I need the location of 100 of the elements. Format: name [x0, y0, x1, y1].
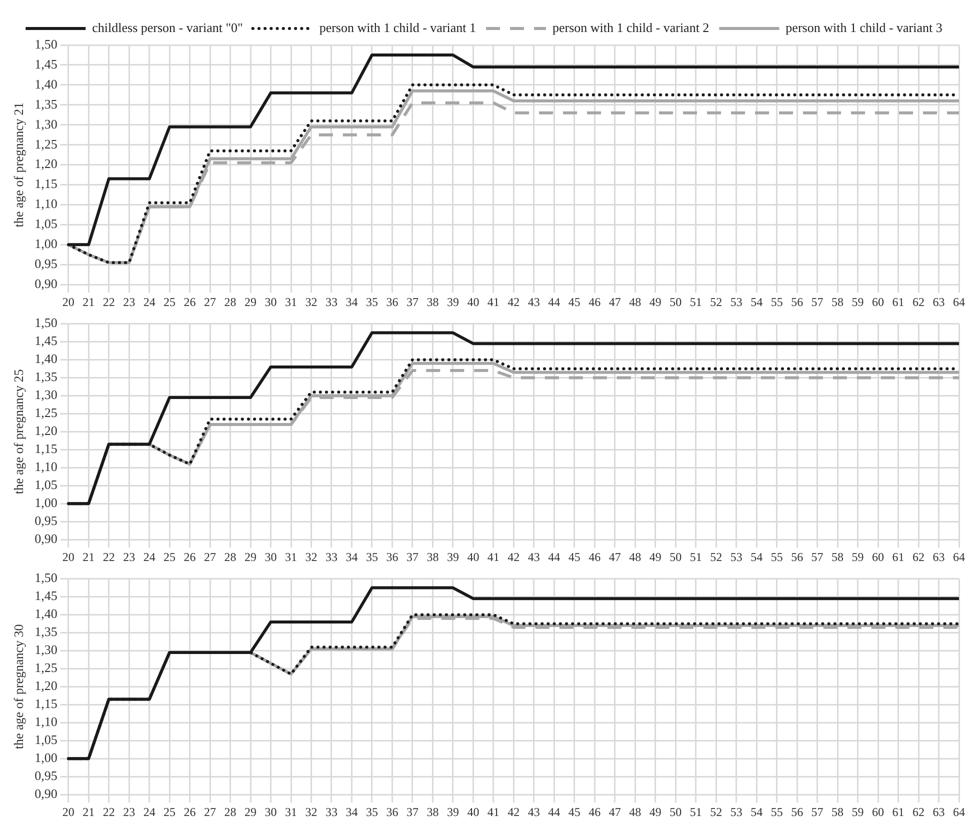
- x-tick-label: 62: [912, 294, 925, 309]
- x-tick-label: 25: [164, 294, 176, 309]
- y-tick-label: 1,05: [34, 477, 58, 492]
- y-tick-label: 1,30: [34, 116, 58, 132]
- x-tick-label: 53: [730, 550, 742, 564]
- x-tick-label: 42: [508, 550, 520, 564]
- x-tick-label: 37: [406, 804, 418, 819]
- x-tick-label: 31: [285, 294, 298, 309]
- x-tick-label: 21: [82, 294, 95, 309]
- x-tick-label: 48: [629, 804, 642, 819]
- x-tick-label: 42: [508, 804, 520, 819]
- x-tick-label: 45: [568, 294, 580, 309]
- x-tick-label: 37: [406, 294, 418, 309]
- x-tick-label: 60: [872, 804, 884, 819]
- y-tick-label: 1,15: [34, 441, 58, 456]
- x-tick-label: 47: [608, 550, 621, 564]
- x-tick-label: 34: [346, 550, 358, 564]
- x-tick-label: 40: [467, 550, 480, 564]
- x-tick-label: 35: [366, 550, 378, 564]
- x-tick-label: 43: [528, 294, 540, 309]
- y-tick-label: 0,90: [34, 531, 58, 546]
- x-tick-label: 43: [528, 550, 540, 564]
- y-tick-label: 1,20: [34, 156, 58, 172]
- x-tick-label: 28: [224, 294, 236, 309]
- x-tick-label: 25: [164, 804, 176, 819]
- x-tick-label: 30: [264, 804, 277, 819]
- x-tick-label: 45: [568, 804, 580, 819]
- x-tick-label: 55: [770, 294, 783, 309]
- x-tick-label: 52: [710, 804, 722, 819]
- y-tick-label: 1,05: [34, 216, 58, 232]
- x-tick-label: 25: [164, 550, 176, 564]
- y-tick-label: 1,50: [34, 315, 58, 330]
- x-tick-label: 33: [325, 804, 338, 819]
- x-tick-label: 24: [143, 294, 156, 309]
- x-tick-label: 38: [426, 294, 439, 309]
- x-tick-label: 24: [143, 550, 156, 564]
- y-tick-label: 1,20: [34, 423, 58, 438]
- y-tick-label: 1,35: [34, 96, 58, 112]
- x-tick-label: 27: [204, 804, 216, 819]
- x-tick-label: 38: [426, 804, 439, 819]
- x-tick-label: 61: [892, 550, 904, 564]
- x-tick-label: 23: [123, 550, 136, 564]
- x-tick-label: 52: [710, 550, 722, 564]
- x-tick-label: 39: [446, 550, 459, 564]
- x-tick-label: 55: [770, 804, 783, 819]
- y-tick-label: 1,45: [34, 333, 58, 348]
- x-tick-label: 55: [770, 550, 783, 564]
- y-tick-label: 1,05: [34, 732, 58, 748]
- x-tick-label: 34: [346, 804, 358, 819]
- x-tick-label: 22: [102, 294, 115, 309]
- y-tick-label: 1,00: [34, 495, 58, 510]
- x-tick-label: 48: [629, 550, 642, 564]
- x-tick-label: 43: [528, 804, 540, 819]
- x-tick-label: 61: [892, 294, 904, 309]
- x-tick-label: 41: [487, 804, 500, 819]
- x-tick-label: 27: [204, 294, 216, 309]
- legend-label: person with 1 child - variant 1: [319, 20, 476, 35]
- x-tick-label: 32: [305, 804, 318, 819]
- x-tick-label: 64: [953, 804, 965, 819]
- x-tick-label: 40: [467, 294, 480, 309]
- x-tick-label: 59: [852, 550, 864, 564]
- y-tick-label: 0,90: [34, 276, 58, 292]
- x-tick-label: 44: [548, 550, 560, 564]
- y-tick-label: 1,00: [34, 750, 58, 766]
- x-tick-label: 64: [953, 294, 965, 309]
- y-tick-label: 1,40: [34, 351, 58, 366]
- x-tick-label: 38: [426, 550, 439, 564]
- x-tick-label: 37: [406, 550, 418, 564]
- y-axis-title: the age of pregnancy 30: [11, 624, 26, 750]
- y-tick-label: 1,40: [34, 606, 58, 622]
- y-tick-label: 0,95: [34, 768, 58, 784]
- x-tick-label: 29: [244, 804, 257, 819]
- x-tick-label: 49: [649, 804, 662, 819]
- x-tick-label: 40: [467, 804, 480, 819]
- x-tick-label: 20: [62, 550, 74, 564]
- x-tick-label: 53: [730, 804, 742, 819]
- y-tick-label: 1,25: [34, 660, 58, 676]
- x-tick-label: 36: [386, 294, 398, 309]
- y-tick-label: 1,30: [34, 387, 58, 402]
- x-tick-label: 50: [670, 294, 682, 309]
- x-tick-label: 34: [346, 294, 358, 309]
- y-tick-label: 1,50: [34, 36, 58, 52]
- x-tick-label: 47: [608, 294, 621, 309]
- x-tick-label: 29: [244, 550, 257, 564]
- x-tick-label: 54: [750, 294, 763, 309]
- y-tick-label: 1,45: [34, 56, 58, 72]
- x-tick-label: 23: [123, 804, 136, 819]
- y-tick-label: 1,10: [34, 714, 58, 730]
- x-tick-label: 51: [690, 804, 702, 819]
- y-tick-label: 1,10: [34, 196, 58, 212]
- x-tick-label: 23: [123, 294, 136, 309]
- x-tick-label: 30: [264, 550, 277, 564]
- x-tick-label: 20: [62, 804, 74, 819]
- x-tick-label: 51: [690, 550, 702, 564]
- y-tick-label: 1,40: [34, 76, 58, 92]
- x-tick-label: 51: [690, 294, 702, 309]
- x-tick-label: 57: [811, 804, 824, 819]
- x-tick-label: 41: [487, 294, 500, 309]
- y-tick-label: 0,95: [34, 513, 58, 528]
- x-tick-label: 54: [750, 550, 763, 564]
